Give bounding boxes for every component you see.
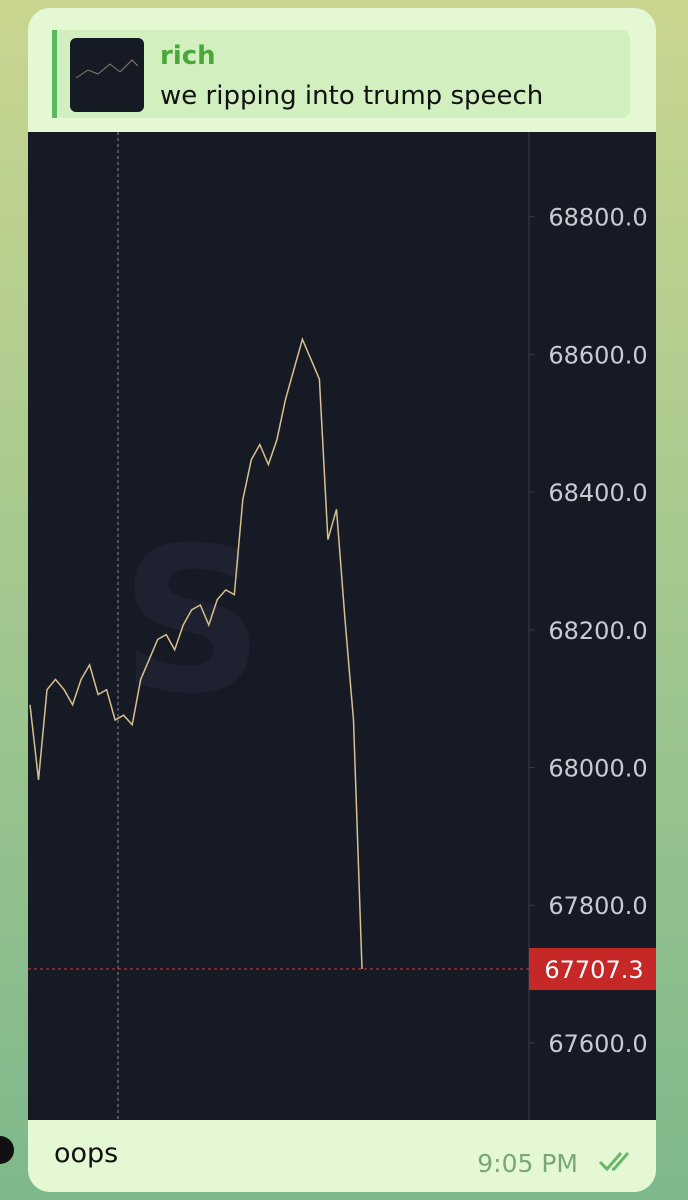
y-tick-label: 68000.0 bbox=[548, 754, 647, 782]
y-tick-label: 68200.0 bbox=[548, 617, 647, 645]
last-price-label: 67707.3 bbox=[544, 956, 643, 984]
chart-image[interactable]: S 67600.0 67800.0 68000.0 68200.0 68400.0 686… bbox=[28, 132, 656, 1120]
y-tick-label: 68600.0 bbox=[548, 341, 647, 369]
last-price-badge bbox=[529, 948, 656, 991]
reply-background bbox=[52, 30, 630, 118]
reply-block[interactable]: rich we ripping into trump speech bbox=[52, 30, 630, 118]
reply-author: rich bbox=[160, 41, 216, 71]
message-text: oops bbox=[54, 1138, 118, 1169]
y-tick-label: 67800.0 bbox=[548, 892, 647, 920]
reply-thumbnail bbox=[70, 38, 144, 112]
y-tick-label: 68400.0 bbox=[548, 479, 647, 507]
avatar bbox=[0, 1136, 14, 1164]
message-time: 9:05 PM bbox=[477, 1149, 578, 1178]
watermark: S bbox=[120, 505, 264, 738]
reply-text: we ripping into trump speech bbox=[160, 81, 543, 111]
thumbnail-line bbox=[75, 59, 139, 79]
price-line bbox=[29, 336, 363, 970]
reply-bar bbox=[52, 30, 57, 118]
y-tick-label: 67600.0 bbox=[548, 1030, 647, 1058]
y-tick-label: 68800.0 bbox=[548, 204, 647, 232]
read-checkmarks bbox=[598, 1152, 630, 1172]
